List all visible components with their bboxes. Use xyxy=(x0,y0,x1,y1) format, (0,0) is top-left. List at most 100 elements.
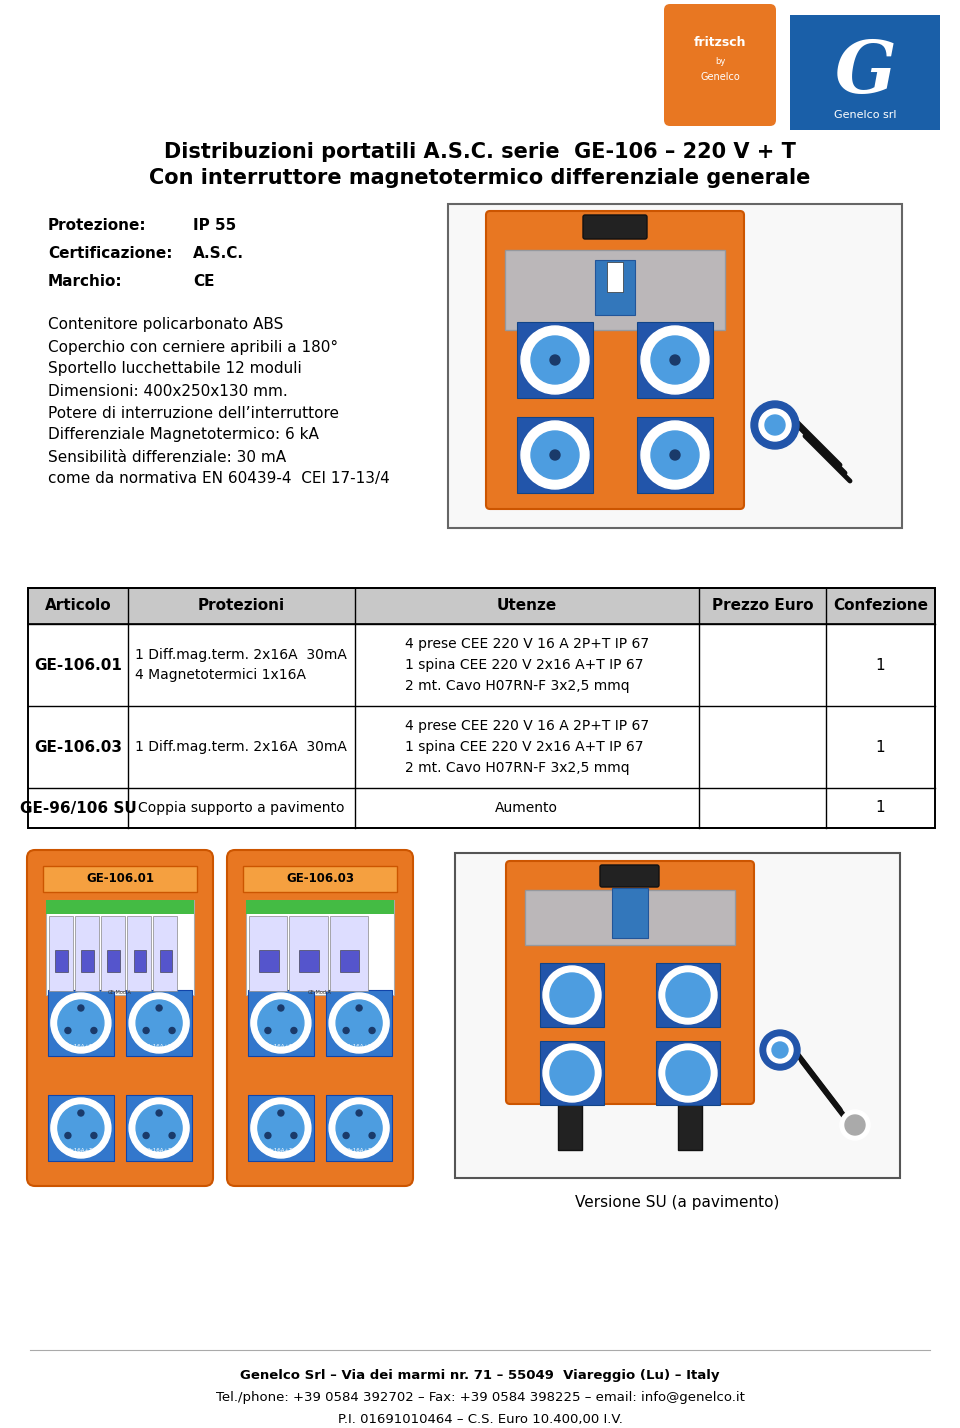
Text: Differenziale Magnetotermico: 6 kA: Differenziale Magnetotermico: 6 kA xyxy=(48,427,319,443)
Circle shape xyxy=(277,1005,284,1011)
Bar xyxy=(46,900,194,995)
Text: Aumento: Aumento xyxy=(495,801,559,815)
Text: Certificazione:: Certificazione: xyxy=(48,246,173,260)
Bar xyxy=(48,990,114,1055)
Bar xyxy=(48,1095,114,1161)
Text: Protezioni: Protezioni xyxy=(198,598,285,614)
Text: 4 prese CEE 220 V 16 A 2P+T IP 67
1 spina CEE 220 V 2x16 A+T IP 67
2 mt. Cavo H0: 4 prese CEE 220 V 16 A 2P+T IP 67 1 spin… xyxy=(405,637,649,693)
Bar xyxy=(108,950,120,972)
Circle shape xyxy=(265,1028,271,1034)
Text: 1: 1 xyxy=(876,740,885,754)
Circle shape xyxy=(58,1105,104,1151)
Text: 2x16A+T: 2x16A+T xyxy=(268,1044,294,1048)
Bar xyxy=(159,950,172,972)
Circle shape xyxy=(51,992,111,1052)
Circle shape xyxy=(169,1028,175,1034)
Circle shape xyxy=(336,1000,382,1045)
Bar xyxy=(243,865,397,892)
Bar xyxy=(637,417,713,493)
Text: Dimensioni: 400x250x130 mm.: Dimensioni: 400x250x130 mm. xyxy=(48,384,288,398)
Circle shape xyxy=(651,336,699,384)
Bar xyxy=(505,250,725,330)
Text: 2x16A+T: 2x16A+T xyxy=(68,1148,94,1154)
Text: Genelco Srl – Via dei marmi nr. 71 – 55049  Viareggio (Lu) – Italy: Genelco Srl – Via dei marmi nr. 71 – 550… xyxy=(240,1368,720,1381)
Text: GE-96/106 SU: GE-96/106 SU xyxy=(19,801,136,815)
Text: 2x16A+T: 2x16A+T xyxy=(146,1148,172,1154)
Bar xyxy=(101,915,125,991)
Circle shape xyxy=(143,1132,149,1138)
Circle shape xyxy=(531,431,579,478)
Circle shape xyxy=(156,1110,162,1117)
Bar xyxy=(540,1041,604,1105)
Circle shape xyxy=(369,1132,375,1138)
Text: Distribuzioni portatili A.S.C. serie  GE-106 – 220 V + T: Distribuzioni portatili A.S.C. serie GE-… xyxy=(164,141,796,161)
Circle shape xyxy=(329,992,389,1052)
Bar xyxy=(46,900,194,914)
Bar xyxy=(28,588,935,624)
Bar xyxy=(612,888,648,938)
Circle shape xyxy=(291,1132,297,1138)
Circle shape xyxy=(143,1028,149,1034)
Bar xyxy=(128,915,152,991)
Text: GE-106.03: GE-106.03 xyxy=(286,873,354,885)
Circle shape xyxy=(543,1044,601,1102)
FancyBboxPatch shape xyxy=(583,216,647,238)
Circle shape xyxy=(65,1132,71,1138)
Circle shape xyxy=(136,1105,182,1151)
Circle shape xyxy=(156,1005,162,1011)
Bar xyxy=(656,1041,720,1105)
Circle shape xyxy=(659,1044,717,1102)
Circle shape xyxy=(356,1110,362,1117)
Text: GE-106.01: GE-106.01 xyxy=(86,873,154,885)
Bar xyxy=(595,260,635,316)
Text: GE-106.01: GE-106.01 xyxy=(34,657,122,673)
FancyBboxPatch shape xyxy=(27,850,213,1187)
Circle shape xyxy=(51,1098,111,1158)
Text: 2x16A+T: 2x16A+T xyxy=(68,1044,94,1048)
Text: GE-106.03: GE-106.03 xyxy=(34,740,122,754)
Bar xyxy=(28,588,935,828)
Text: 1: 1 xyxy=(876,657,885,673)
Text: Potere di interruzione dell’interruttore: Potere di interruzione dell’interruttore xyxy=(48,406,339,420)
Circle shape xyxy=(531,336,579,384)
Bar xyxy=(248,990,314,1055)
Text: 2x16A+T: 2x16A+T xyxy=(268,1148,294,1154)
Bar xyxy=(455,853,900,1178)
Bar xyxy=(517,417,593,493)
Circle shape xyxy=(136,1000,182,1045)
Text: come da normativa EN 60439-4  CEI 17-13/4: come da normativa EN 60439-4 CEI 17-13/4 xyxy=(48,471,390,487)
Text: Marchio:: Marchio: xyxy=(48,274,123,288)
Circle shape xyxy=(258,1105,304,1151)
Bar xyxy=(75,915,99,991)
Text: Coperchio con cerniere apribili a 180°: Coperchio con cerniere apribili a 180° xyxy=(48,340,338,354)
Bar xyxy=(607,261,623,291)
Text: 1 Diff.mag.term. 2x16A  30mA
4 Magnetotermici 1x16A: 1 Diff.mag.term. 2x16A 30mA 4 Magnetoter… xyxy=(135,648,348,683)
Circle shape xyxy=(666,972,710,1017)
Bar xyxy=(289,915,328,991)
Circle shape xyxy=(251,1098,311,1158)
Bar xyxy=(326,990,392,1055)
Text: Genelco srl: Genelco srl xyxy=(833,110,897,120)
Text: 2x16A+T: 2x16A+T xyxy=(347,1044,372,1048)
Circle shape xyxy=(550,450,560,460)
Circle shape xyxy=(129,992,189,1052)
Text: A.S.C.: A.S.C. xyxy=(193,246,244,260)
Bar xyxy=(525,890,735,945)
Text: Coppia supporto a pavimento: Coppia supporto a pavimento xyxy=(138,801,345,815)
Text: Sportello lucchettabile 12 moduli: Sportello lucchettabile 12 moduli xyxy=(48,361,301,377)
Circle shape xyxy=(336,1105,382,1151)
Text: Protezione:: Protezione: xyxy=(48,217,147,233)
Bar xyxy=(82,950,94,972)
FancyBboxPatch shape xyxy=(486,211,744,508)
Bar xyxy=(637,321,713,398)
FancyBboxPatch shape xyxy=(506,861,754,1104)
Circle shape xyxy=(91,1132,97,1138)
Text: 2x16A+T: 2x16A+T xyxy=(347,1148,372,1154)
Bar xyxy=(300,950,319,972)
Text: Versione SU (a pavimento): Versione SU (a pavimento) xyxy=(575,1195,780,1211)
Bar xyxy=(656,962,720,1027)
Bar xyxy=(558,1100,582,1150)
Bar xyxy=(330,915,369,991)
Circle shape xyxy=(641,326,709,394)
Bar xyxy=(56,950,68,972)
